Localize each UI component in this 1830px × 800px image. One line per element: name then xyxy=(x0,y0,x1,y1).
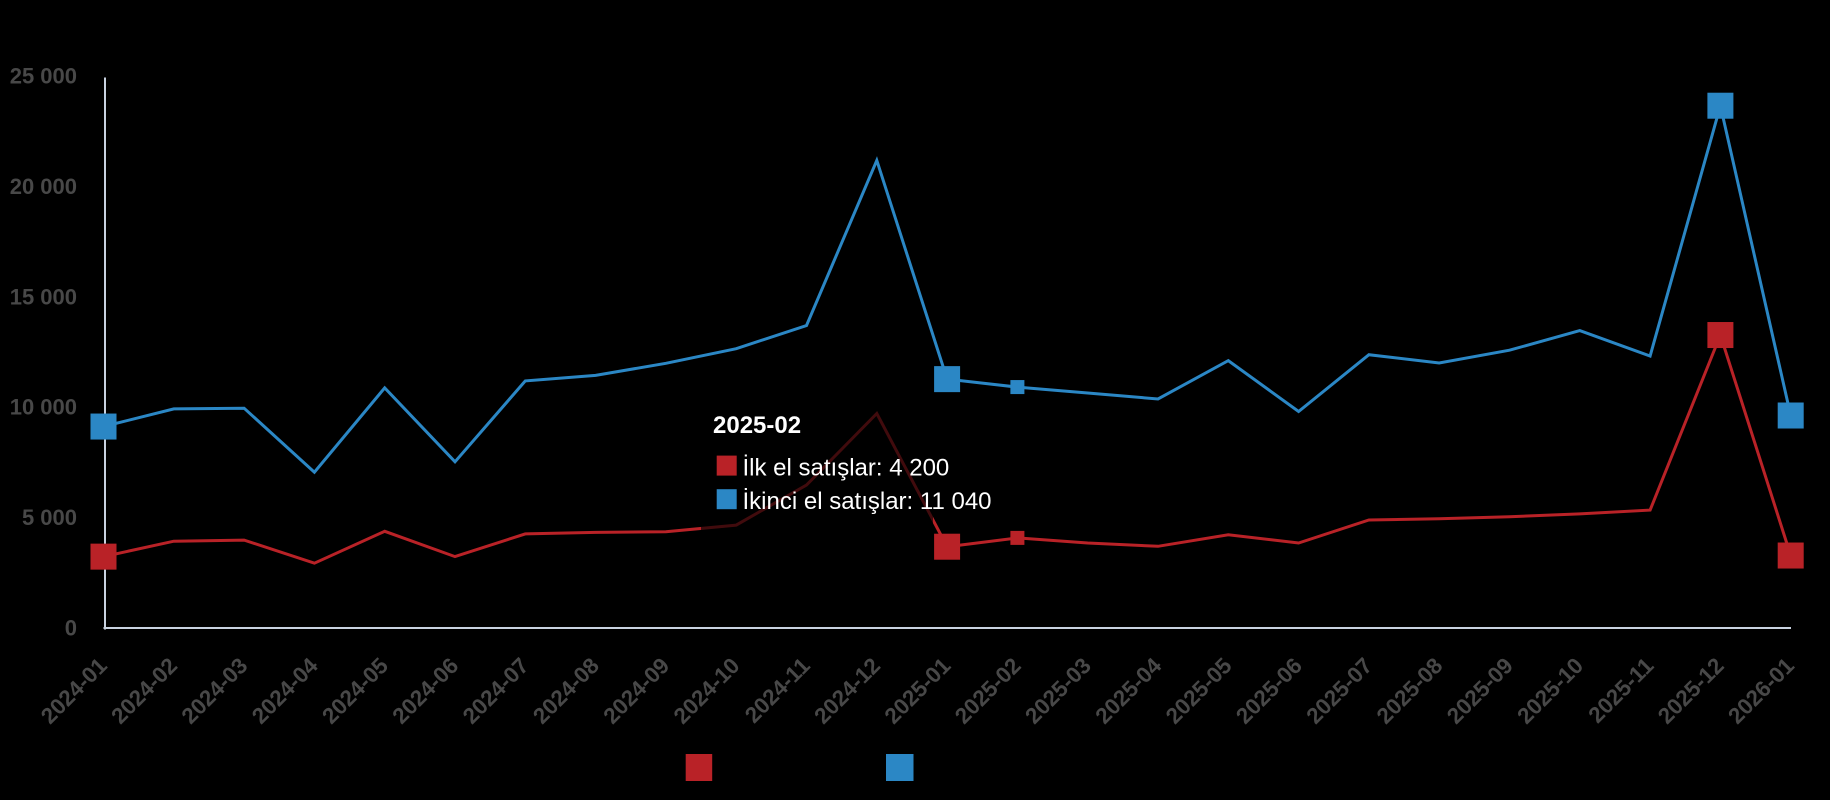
svg-text:İkinci el satışlar: 11 040: İkinci el satışlar: 11 040 xyxy=(743,488,992,515)
svg-text:20 000: 20 000 xyxy=(10,174,77,199)
svg-text:2025-02: 2025-02 xyxy=(713,412,801,439)
svg-text:5 000: 5 000 xyxy=(22,505,77,530)
svg-text:10 000: 10 000 xyxy=(10,395,77,420)
svg-text:15 000: 15 000 xyxy=(10,284,77,309)
svg-text:İlk el satışlar: 4 200: İlk el satışlar: 4 200 xyxy=(743,454,950,481)
svg-text:0: 0 xyxy=(65,616,77,641)
svg-text:25 000: 25 000 xyxy=(10,64,77,89)
